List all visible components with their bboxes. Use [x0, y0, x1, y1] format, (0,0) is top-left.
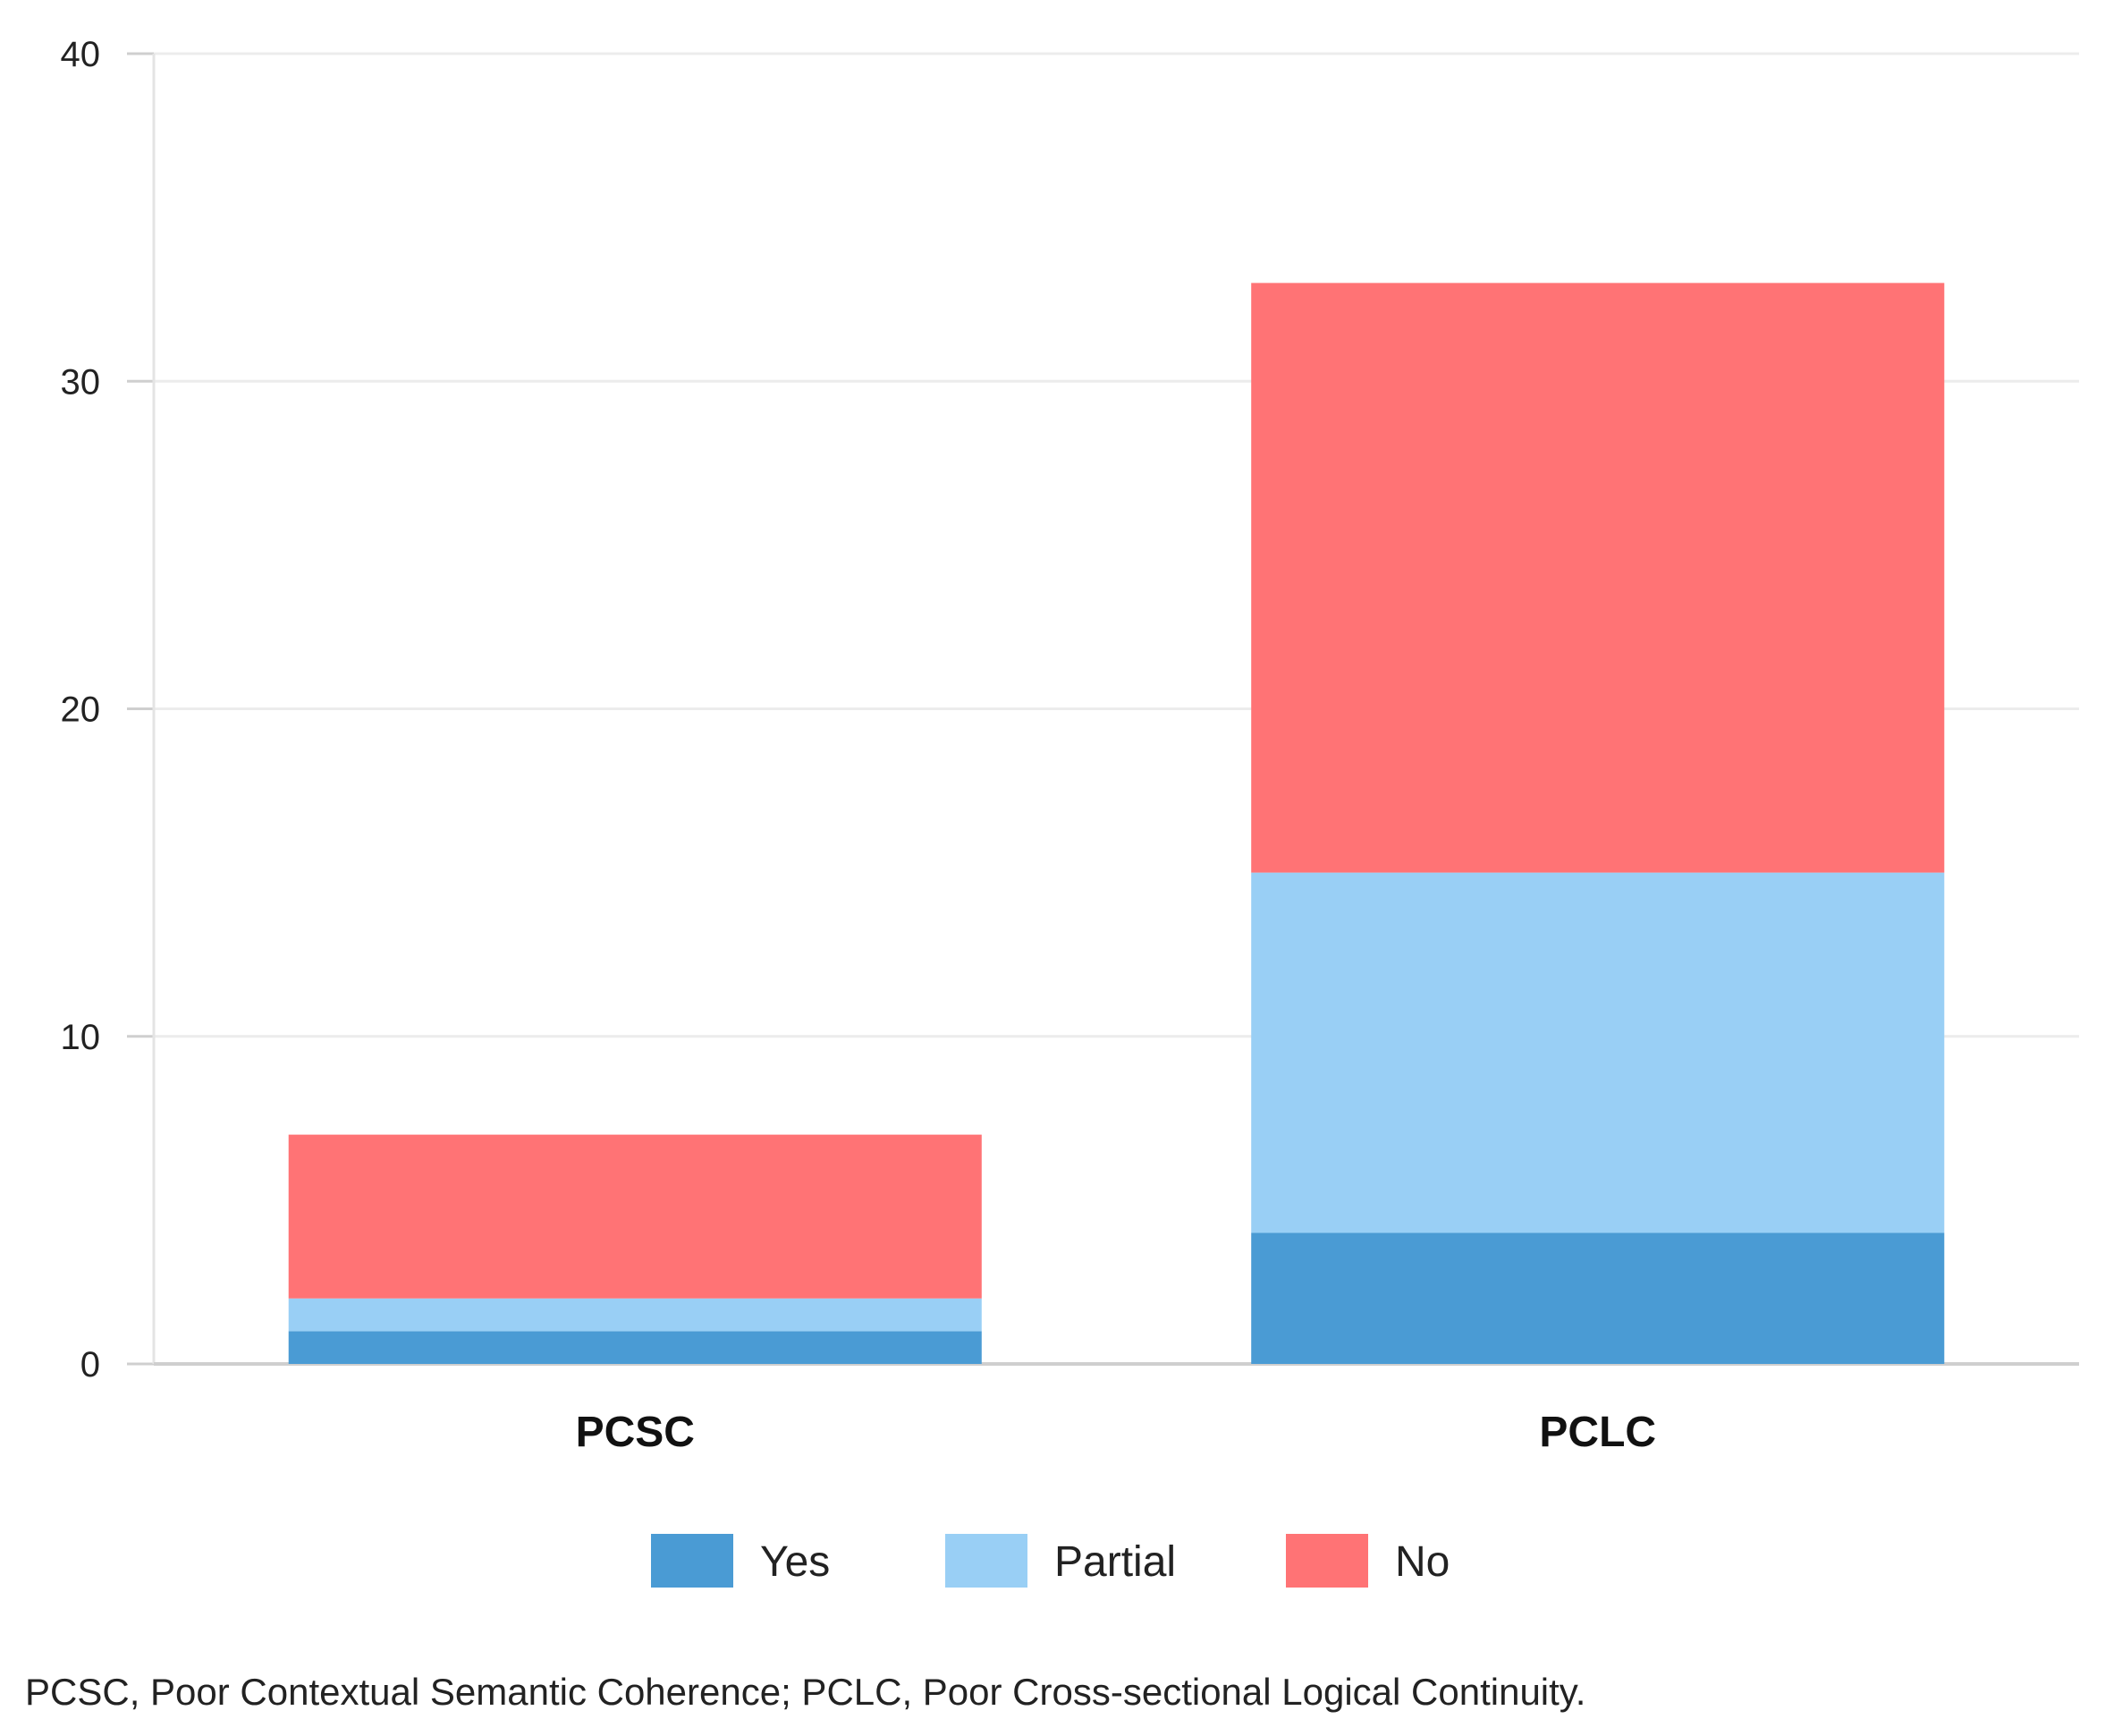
legend-label-partial: Partial	[1054, 1538, 1176, 1586]
x-category-labels: PCSC PCLC	[576, 1409, 1657, 1456]
x-category-label: PCSC	[576, 1409, 695, 1456]
bar-segment-partial-pcsc	[288, 1298, 982, 1332]
legend: Yes Partial No	[651, 1534, 1450, 1588]
legend-swatch-no	[1286, 1534, 1368, 1588]
legend-label-no: No	[1395, 1538, 1450, 1586]
bar-segment-no-pclc	[1251, 283, 1945, 873]
bars	[288, 283, 1945, 1364]
y-tick-label: 10	[61, 1018, 101, 1057]
bar-segment-partial-pclc	[1251, 872, 1945, 1233]
y-tick-label: 40	[61, 35, 101, 74]
legend-swatch-yes	[651, 1534, 733, 1588]
x-category-label: PCLC	[1539, 1409, 1656, 1456]
bar-segment-no-pcsc	[288, 1134, 982, 1299]
bar-segment-yes-pclc	[1251, 1232, 1945, 1364]
y-tick-label: 20	[61, 690, 101, 730]
y-tick-label: 30	[61, 362, 101, 402]
legend-label-yes: Yes	[760, 1538, 830, 1586]
y-tick-labels: 0 10 20 30 40	[61, 35, 101, 1385]
bar-segment-yes-pcsc	[288, 1331, 982, 1364]
legend-swatch-partial	[945, 1534, 1027, 1588]
footnote: PCSC, Poor Contextual Semantic Coherence…	[25, 1671, 1586, 1713]
y-tick-label: 0	[80, 1345, 100, 1385]
